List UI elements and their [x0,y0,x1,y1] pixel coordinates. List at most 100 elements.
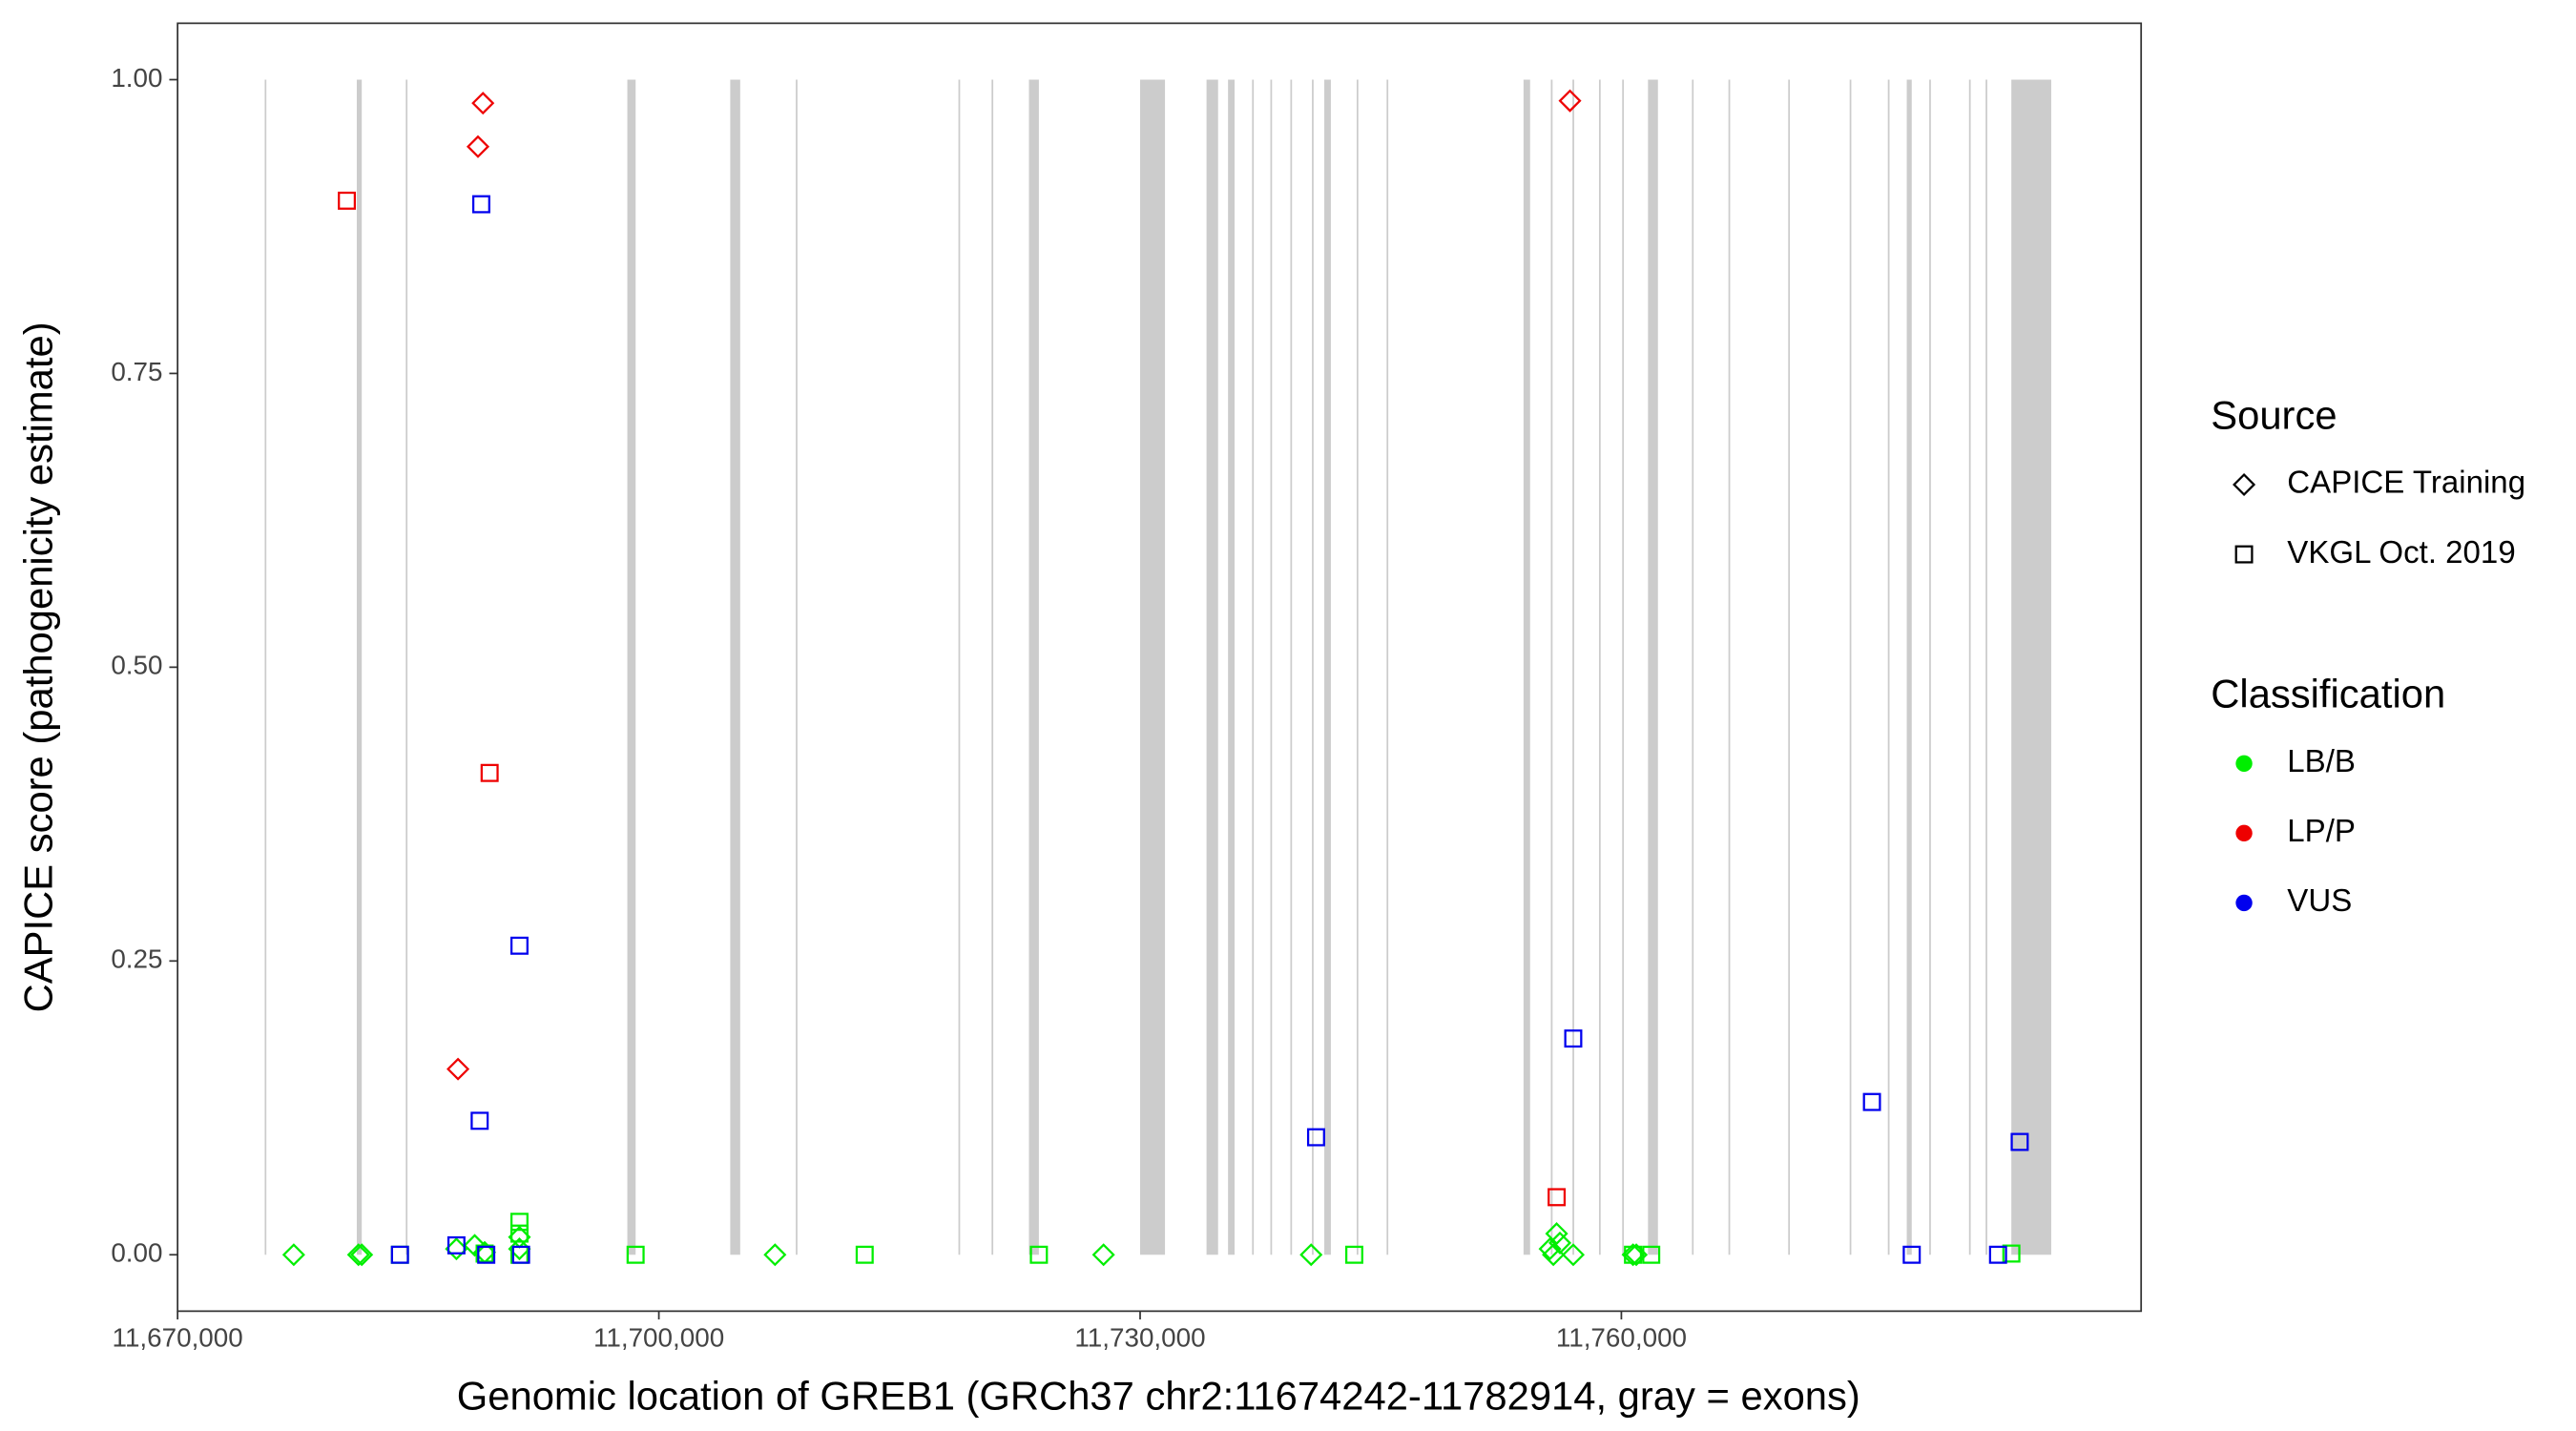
y-tick-label: 1.00 [111,63,162,93]
point [470,1111,489,1130]
x-axis-title: Genomic location of GREB1 (GRCh37 chr2:1… [457,1374,1860,1419]
exon [264,79,267,1255]
exon [2011,79,2051,1255]
point [1306,1128,1325,1147]
exon [958,79,961,1255]
point [2010,1132,2029,1151]
y-tick-label: 0.00 [111,1238,162,1268]
exon [1598,79,1601,1255]
point [480,763,499,782]
point [350,1243,374,1267]
point [511,1245,530,1264]
exon [1849,79,1852,1255]
point [1029,1245,1049,1264]
legend-label: LB/B [2287,744,2356,779]
exon [1312,79,1314,1255]
exon [405,79,408,1255]
exon [1788,79,1791,1255]
exon [1270,79,1273,1255]
point [509,1224,529,1243]
point [471,195,490,214]
exon [1985,79,1987,1255]
exon [1887,79,1890,1255]
exon [1648,79,1658,1255]
exon [1290,79,1293,1255]
exon [1324,79,1331,1255]
y-tick-label: 0.50 [111,651,162,680]
exon [1356,79,1359,1255]
exon [1523,79,1530,1255]
point [1862,1092,1881,1111]
exon [991,79,994,1255]
point [1299,1243,1323,1267]
x-tick-label: 11,760,000 [1556,1322,1687,1352]
y-axis-title: CAPICE score (pathogenicity estimate) [16,321,61,1012]
exon [1728,79,1731,1255]
exon [1692,79,1694,1255]
point [281,1243,305,1267]
point [1538,1237,1562,1261]
point [1091,1243,1115,1267]
point [463,1234,487,1257]
panel-border [177,22,2143,1313]
legend-label: VUS [2287,883,2352,919]
exon [1929,79,1931,1255]
x-tick-label: 11,670,000 [113,1322,243,1352]
point [1564,1029,1583,1048]
point [1545,1222,1568,1246]
exon [1906,79,1912,1255]
point [1548,1231,1572,1255]
point [1548,1188,1567,1207]
exon [1386,79,1389,1255]
point [390,1245,409,1264]
point [2002,1244,2021,1263]
x-tick-label: 11,730,000 [1074,1322,1205,1352]
exon [1550,79,1553,1255]
exon [1028,79,1039,1255]
point [1621,1243,1645,1267]
exon [1228,79,1236,1255]
y-tick-label: 0.75 [111,357,162,386]
legend-symbol [2234,545,2254,564]
point [471,92,495,115]
legend-symbol [2235,824,2253,842]
point [763,1243,787,1267]
exon [1968,79,1971,1255]
legend-label: VKGL Oct. 2019 [2287,535,2515,570]
point [346,1243,370,1267]
legend-symbol [2235,755,2253,772]
point [509,936,529,955]
exon [796,79,798,1255]
exon [1252,79,1255,1255]
point [445,1237,468,1261]
exon [1622,79,1625,1255]
legend-symbol [2233,472,2256,497]
point [1624,1245,1643,1264]
point [1988,1245,2007,1264]
point [1344,1245,1363,1264]
legend-title: Classification [2211,672,2445,716]
legend-title: Source [2211,392,2337,437]
exon [1206,79,1218,1255]
point [447,1235,466,1255]
exon [627,79,636,1255]
point [1642,1245,1661,1264]
legend-label: CAPICE Training [2287,466,2525,501]
point [1902,1245,1922,1264]
point [626,1245,645,1264]
legend-symbol [2235,894,2253,912]
exon [1572,79,1574,1255]
point [509,1213,529,1232]
point [1558,89,1582,113]
exon [730,79,740,1255]
x-tick-label: 11,700,000 [593,1322,724,1352]
point [477,1245,496,1264]
point [1561,1243,1586,1267]
point [475,1244,494,1263]
point [466,135,490,158]
exon [356,79,363,1255]
y-tick-label: 0.25 [111,944,162,974]
point [508,1237,531,1261]
point [447,1057,470,1081]
point [338,191,357,210]
